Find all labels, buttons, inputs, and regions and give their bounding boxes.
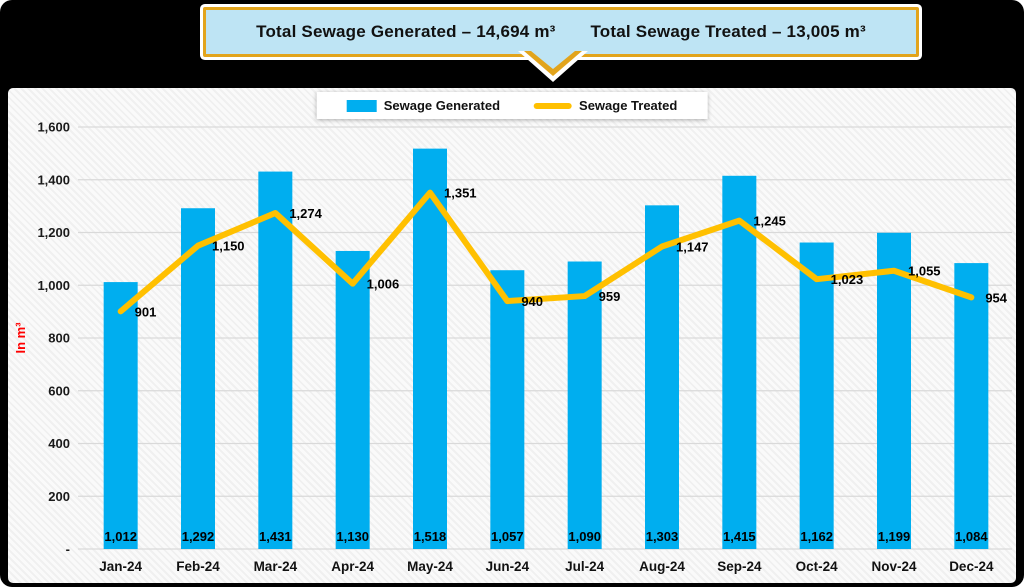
legend-label: Sewage Generated xyxy=(383,98,501,113)
line-value-label: 940 xyxy=(521,294,543,309)
bar-value-label: 1,012 xyxy=(104,529,137,544)
chart-legend: Sewage Generated Sewage Treated xyxy=(316,92,708,119)
totals-banner-text: Total Sewage Generated – 14,694 m³ Total… xyxy=(256,22,866,42)
bar-value-label: 1,518 xyxy=(414,529,447,544)
bar-value-label: 1,162 xyxy=(800,529,833,544)
x-tick-label: Jul-24 xyxy=(565,559,605,574)
bar xyxy=(181,208,215,550)
x-tick-label: Dec-24 xyxy=(949,559,994,574)
bar xyxy=(877,232,911,550)
line-value-label: 1,023 xyxy=(831,272,864,287)
total-generated-text: Total Sewage Generated – 14,694 m³ xyxy=(256,22,556,41)
bar xyxy=(258,171,293,549)
line-value-label: 1,147 xyxy=(676,239,709,254)
x-tick-label: Nov-24 xyxy=(871,559,917,574)
line-value-label: 954 xyxy=(985,290,1007,305)
x-tick-label: Jun-24 xyxy=(486,559,530,574)
treated-line xyxy=(117,189,975,315)
line-value-label: 959 xyxy=(599,289,621,304)
banner-pointer-icon xyxy=(518,51,588,82)
bar xyxy=(413,148,447,549)
x-tick-label: Feb-24 xyxy=(176,559,220,574)
y-axis-title: In m³ xyxy=(13,322,28,354)
line-value-label: 901 xyxy=(135,304,157,319)
total-treated-text: Total Sewage Treated – 13,005 m³ xyxy=(590,22,866,41)
line-value-label: 1,245 xyxy=(753,214,786,229)
legend-item-sewage-generated: Sewage Generated xyxy=(346,98,501,113)
x-tick-label: Mar-24 xyxy=(254,559,298,574)
x-tick-label: Aug-24 xyxy=(639,559,685,574)
bar xyxy=(103,282,138,549)
x-tick-label: May-24 xyxy=(407,559,453,574)
x-tick-label: Jan-24 xyxy=(99,559,142,574)
line-value-label: 1,006 xyxy=(367,277,400,292)
x-tick-label: Apr-24 xyxy=(331,559,374,574)
bar-value-label: 1,130 xyxy=(336,529,369,544)
bar-value-label: 1,303 xyxy=(646,529,679,544)
bar xyxy=(490,270,525,549)
line-value-label: 1,150 xyxy=(212,239,245,254)
bar xyxy=(645,205,679,549)
bar-value-label: 1,084 xyxy=(955,529,988,544)
line-value-label: 1,351 xyxy=(444,186,477,201)
y-tick-label: 1,200 xyxy=(37,225,70,240)
y-tick-label: - xyxy=(66,542,70,557)
legend-item-sewage-treated: Sewage Treated xyxy=(534,98,677,113)
y-tick-label: 600 xyxy=(48,383,70,398)
bar xyxy=(567,261,602,549)
totals-banner: Total Sewage Generated – 14,694 m³ Total… xyxy=(203,7,919,57)
bar xyxy=(799,242,834,549)
y-tick-label: 1,600 xyxy=(37,120,70,135)
y-tick-label: 800 xyxy=(48,331,70,346)
legend-line-swatch-icon xyxy=(534,102,573,109)
bar-value-label: 1,090 xyxy=(568,529,601,544)
x-tick-label: Oct-24 xyxy=(796,559,839,574)
bar xyxy=(954,263,989,549)
x-tick-label: Sep-24 xyxy=(717,559,762,574)
line-value-label: 1,274 xyxy=(289,206,322,221)
y-tick-label: 1,000 xyxy=(37,278,70,293)
legend-label: Sewage Treated xyxy=(579,98,678,113)
bar-value-label: 1,431 xyxy=(259,529,292,544)
bar-value-label: 1,415 xyxy=(723,529,756,544)
bar-value-label: 1,199 xyxy=(878,529,911,544)
bar xyxy=(722,175,757,549)
sewage-chart-svg: - 200 400 600 800 1,000 1,200 1,400 1,600 In m³ Ja… xyxy=(13,120,1012,574)
y-tick-label: 1,400 xyxy=(37,172,70,187)
chart-panel: Sewage Generated Sewage Treated - 200 400 6… xyxy=(8,88,1016,583)
line-value-label: 1,055 xyxy=(908,264,941,279)
bar-value-label: 1,057 xyxy=(491,529,524,544)
y-tick-label: 200 xyxy=(48,489,70,504)
bar xyxy=(335,250,370,549)
bar-value-label: 1,292 xyxy=(182,529,215,544)
legend-bar-swatch-icon xyxy=(346,99,377,112)
y-tick-label: 400 xyxy=(48,436,70,451)
